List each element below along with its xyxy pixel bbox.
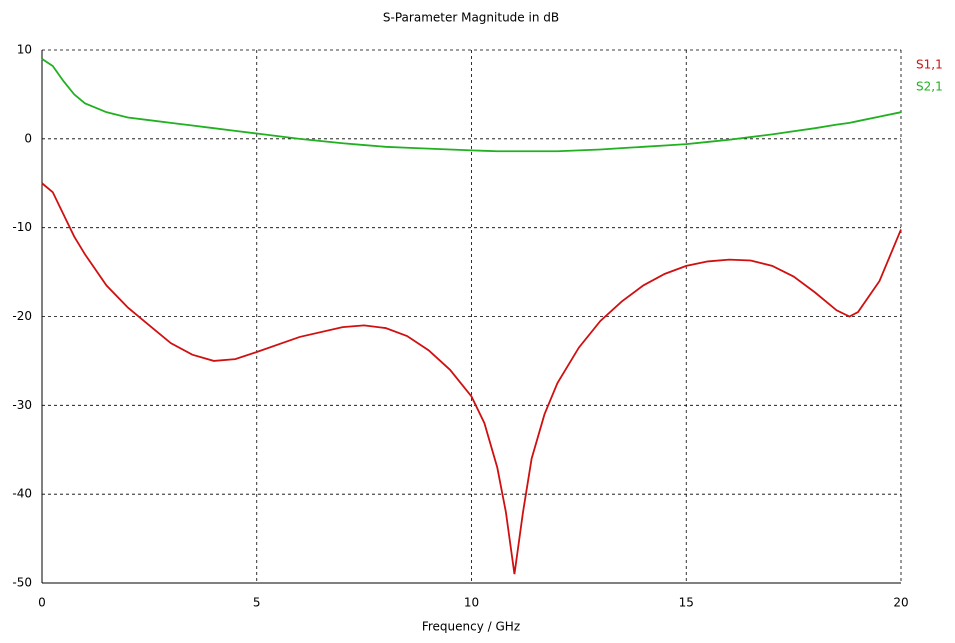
chart-title: S-Parameter Magnitude in dB (383, 11, 559, 25)
series-line (41, 58, 902, 153)
x-tick-label: 10 (464, 596, 479, 610)
x-tick-label: 5 (253, 596, 261, 610)
x-tick-label: 15 (679, 596, 694, 610)
legend-label: S1,1 (916, 58, 943, 72)
y-tick-label: -30 (12, 398, 32, 412)
x-axis-label: Frequency / GHz (422, 620, 520, 634)
legend-label: S2,1 (916, 80, 943, 94)
y-tick-label: 0 (24, 131, 32, 145)
y-tick-label: -40 (12, 487, 32, 501)
x-tick-label: 0 (38, 596, 46, 610)
series-line (41, 182, 902, 575)
y-tick-label: -50 (12, 576, 32, 590)
y-tick-label: -10 (12, 220, 32, 234)
x-tick-label: 20 (893, 596, 908, 610)
y-tick-label: -20 (12, 309, 32, 323)
y-tick-label: 10 (17, 43, 32, 57)
